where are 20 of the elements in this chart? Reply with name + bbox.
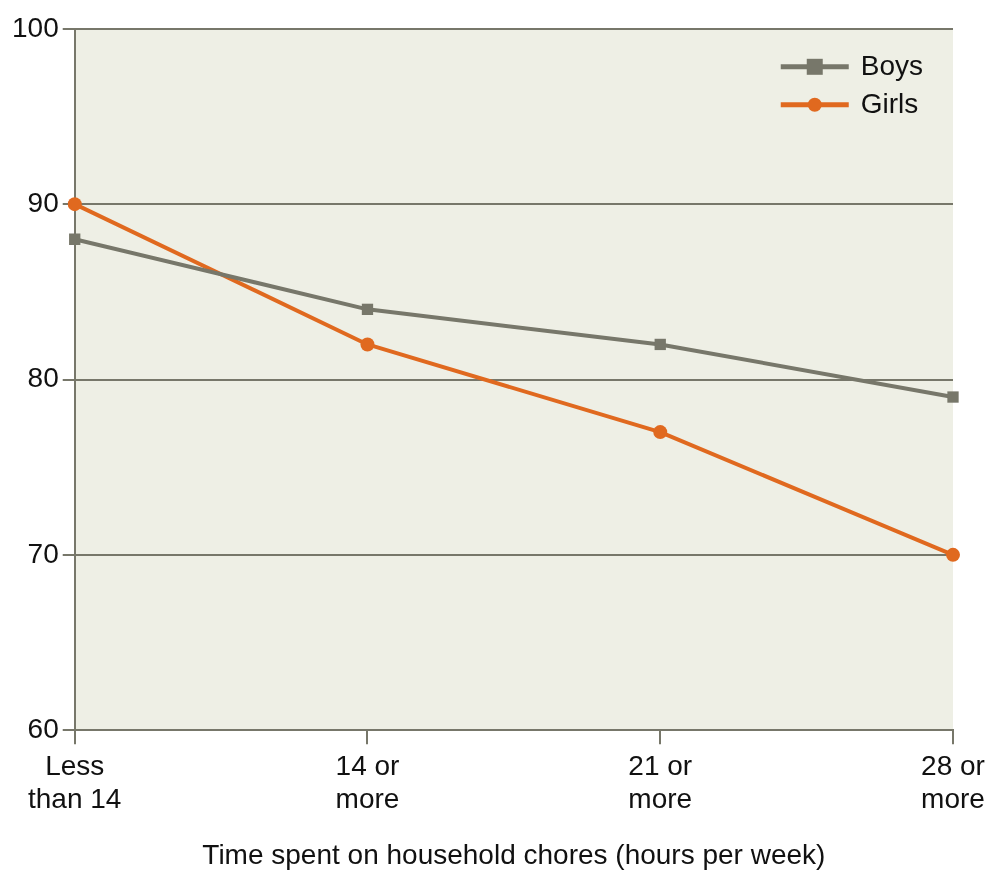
point xyxy=(947,391,959,403)
x-tick-label: 14 or more xyxy=(335,749,400,815)
legend-label: Boys xyxy=(860,49,923,81)
y-tick-label: 80 xyxy=(27,362,59,394)
point xyxy=(69,233,81,245)
y-tick-label: 60 xyxy=(27,712,59,744)
y-tick-label: 100 xyxy=(12,11,59,43)
point xyxy=(946,547,960,562)
point xyxy=(654,338,666,351)
point xyxy=(360,337,375,352)
x-tick-label: 28 or more xyxy=(921,749,985,815)
x-tick-label: Less than 14 xyxy=(28,749,122,815)
point xyxy=(653,425,668,440)
y-tick-label: 70 xyxy=(27,537,59,569)
legend-label: Girls xyxy=(860,87,919,119)
x-tick-label: 21 or more xyxy=(628,749,693,815)
point xyxy=(361,303,374,316)
x-axis-title: Time spent on household chores (hours per week) xyxy=(202,838,826,870)
point xyxy=(67,197,82,212)
y-tick-label: 90 xyxy=(27,186,59,218)
